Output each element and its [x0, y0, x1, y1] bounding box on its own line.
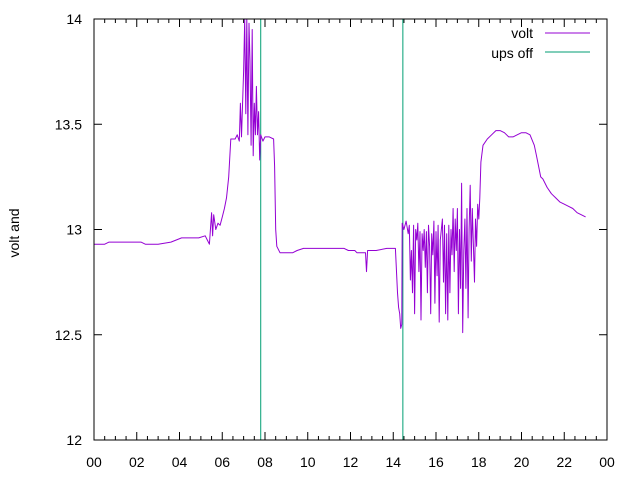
- y-tick-label: 14: [66, 11, 82, 27]
- x-axis-ticks: 00 02 04 06 08 10 12 14 16 18 20 22 00: [86, 19, 615, 470]
- ups-off-event-lines: [260, 19, 404, 440]
- plot-area-frame: [93, 18, 608, 441]
- x-tick-label: 12: [343, 454, 359, 470]
- x-tick-label: 22: [556, 454, 572, 470]
- x-tick-label: 20: [514, 454, 530, 470]
- y-tick-label: 12: [66, 432, 82, 448]
- x-tick-label: 08: [257, 454, 273, 470]
- volt-series-line: [94, 18, 586, 334]
- x-tick-label: 18: [471, 454, 487, 470]
- y-tick-label: 13.5: [55, 116, 82, 132]
- legend: volt ups off: [491, 25, 590, 61]
- x-tick-label: 14: [385, 454, 401, 470]
- x-tick-label: 02: [129, 454, 145, 470]
- x-tick-label: 06: [214, 454, 230, 470]
- x-tick-label: 10: [300, 454, 316, 470]
- y-axis-ticks: 12 12.5 13 13.5 14: [55, 11, 607, 448]
- y-axis-label: volt and: [6, 208, 22, 257]
- x-tick-label: 00: [599, 454, 615, 470]
- x-tick-label: 00: [86, 454, 102, 470]
- x-tick-label: 04: [172, 454, 188, 470]
- y-tick-label: 12.5: [55, 327, 82, 343]
- legend-label-ups-off: ups off: [491, 45, 533, 61]
- x-tick-label: 16: [428, 454, 444, 470]
- legend-label-volt: volt: [511, 25, 533, 41]
- y-tick-label: 13: [66, 222, 82, 238]
